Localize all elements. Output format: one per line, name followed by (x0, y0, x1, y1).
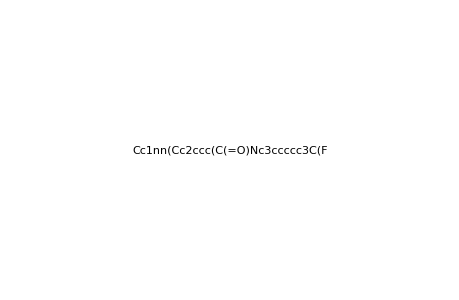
Text: Cc1nn(Cc2ccc(C(=O)Nc3ccccc3C(F: Cc1nn(Cc2ccc(C(=O)Nc3ccccc3C(F (132, 145, 327, 155)
